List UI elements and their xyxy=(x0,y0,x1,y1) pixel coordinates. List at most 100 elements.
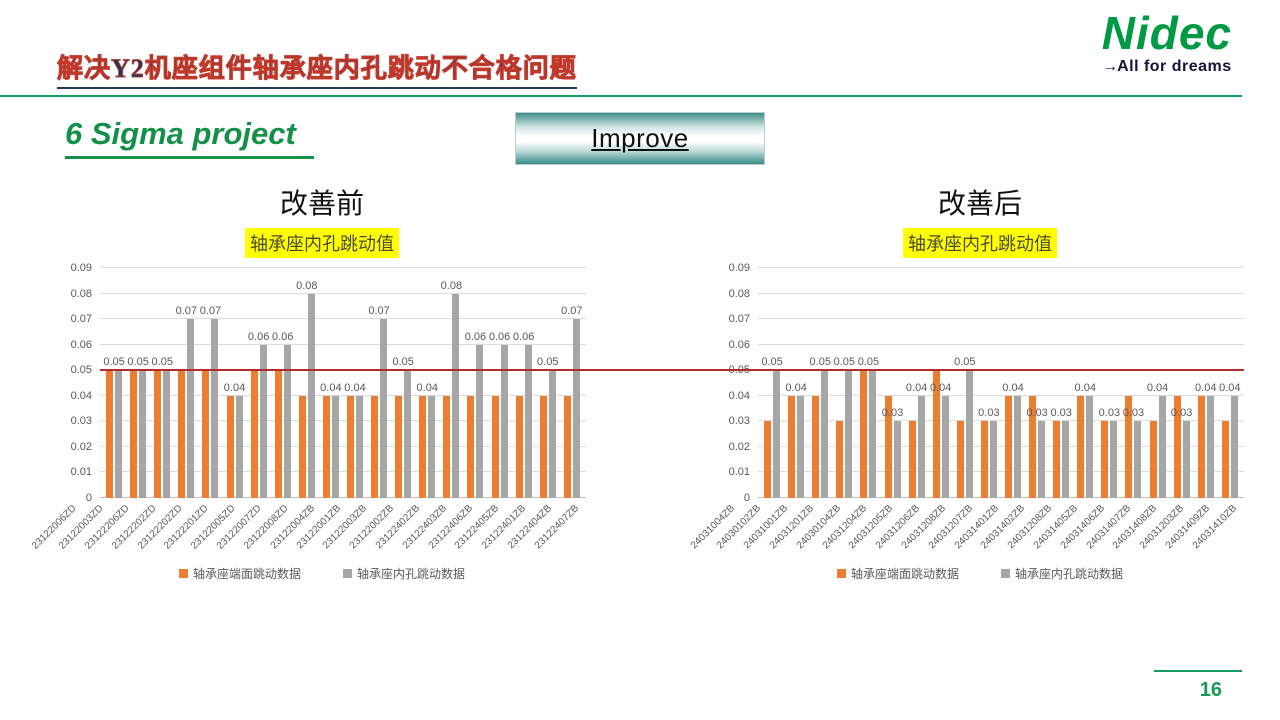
legend-swatch-orange xyxy=(178,569,188,578)
page-title: 解决Y2机座组件轴承座内孔跳动不合格问题 xyxy=(57,48,577,89)
bar-group: 0.05 xyxy=(391,268,415,498)
gridline xyxy=(758,343,1244,345)
bar-group: 0.08 xyxy=(439,268,463,498)
bar-bore-runout xyxy=(1182,421,1190,498)
bar-front-runout xyxy=(860,370,868,498)
bar-bore-runout xyxy=(572,319,580,498)
bar-bore-runout xyxy=(404,370,412,498)
gridline xyxy=(100,445,586,447)
bar-bore-runout xyxy=(500,344,508,498)
bar-front-runout xyxy=(908,421,916,498)
data-label: 0.03 xyxy=(1098,407,1121,420)
chart-heading-after: 改善后 xyxy=(937,188,1022,219)
bar-front-runout xyxy=(274,370,282,498)
bar-group: 0.04 xyxy=(1073,268,1097,498)
bar-group: 0.05 xyxy=(536,268,560,498)
data-label: 0.05 xyxy=(809,356,831,369)
legend-label: 轴承座端面跳动数据 xyxy=(192,567,301,581)
bar-bore-runout xyxy=(163,370,171,498)
bar-front-runout xyxy=(467,395,475,498)
bar-group: 0.03 xyxy=(977,268,1001,498)
data-label: 0.07 xyxy=(561,305,583,318)
bar-bore-runout xyxy=(1206,395,1214,498)
limit-line xyxy=(712,369,1244,372)
bar-front-runout xyxy=(202,370,210,498)
data-label: 0.05 xyxy=(833,356,856,369)
bar-front-runout xyxy=(371,395,379,498)
bar-bore-runout xyxy=(845,370,853,498)
data-label: 0.04 xyxy=(1074,381,1096,394)
gridline xyxy=(100,292,586,294)
bar-front-runout xyxy=(1101,421,1109,498)
gridline xyxy=(100,497,586,498)
legend-label: 轴承座端面跳动数据 xyxy=(850,567,959,581)
y-axis-tick: 0.06 xyxy=(70,338,92,351)
bar-bore-runout xyxy=(259,344,267,498)
bar-bore-runout xyxy=(1110,421,1118,498)
data-label: 0.07 xyxy=(368,305,390,318)
data-label: 0.05 xyxy=(151,356,173,369)
gridline xyxy=(758,292,1244,294)
bar-group: 0.03 xyxy=(880,268,904,498)
data-label: 0.04 xyxy=(344,381,366,394)
x-axis-labels: 23122006ZD 23122003ZD 23122206ZD 23122202ZD… xyxy=(30,501,586,563)
y-axis-tick: 0.02 xyxy=(728,440,750,453)
bar-group: 0.05 xyxy=(832,268,856,498)
bar-bore-runout xyxy=(821,370,829,498)
chart-after: 改善后 轴承座内孔跳动值 0.090.080.070.060.050.040.0… xyxy=(689,182,1244,582)
plot-area: 0.05 0.04 0.05 0.05 0.05 0.03 0.04 0.04 0.05 0.03… xyxy=(712,267,1244,498)
data-label: 0.06 xyxy=(488,330,511,343)
y-axis-tick: 0.01 xyxy=(70,466,92,479)
gridline xyxy=(100,420,586,422)
gridline xyxy=(758,420,1244,422)
bar-group: 0.06 xyxy=(271,268,295,498)
bar-front-runout xyxy=(443,395,451,498)
x-cell: 24031410ZB xyxy=(1190,501,1244,563)
bar-group: 0.03 xyxy=(1097,268,1121,498)
bar-front-runout xyxy=(836,421,844,498)
bar-bore-runout xyxy=(428,395,436,498)
bar-group: 0.05 xyxy=(150,268,174,498)
bar-bore-runout xyxy=(355,395,363,498)
bar-group: 0.06 xyxy=(247,268,271,498)
bar-front-runout xyxy=(812,395,820,498)
y-axis-tick: 0.05 xyxy=(70,364,92,377)
bar-bore-runout xyxy=(773,370,781,498)
chart-heading-before: 改善前 xyxy=(279,188,364,219)
chart-title-wrap: 轴承座内孔跳动值 xyxy=(58,228,586,258)
bar-bore-runout xyxy=(1013,395,1021,498)
bar-front-runout xyxy=(395,395,403,498)
data-label: 0.05 xyxy=(392,356,414,369)
y-axis-tick: 0.09 xyxy=(70,262,92,274)
data-label: 0.05 xyxy=(761,356,783,369)
bar-bore-runout xyxy=(1134,421,1142,498)
bar-bore-runout xyxy=(115,370,123,498)
bar-bore-runout xyxy=(187,319,195,498)
data-label: 0.05 xyxy=(103,356,125,369)
data-label: 0.03 xyxy=(1122,407,1145,420)
bar-front-runout xyxy=(346,395,354,498)
bar-front-runout xyxy=(1029,395,1037,498)
bar-front-runout xyxy=(226,395,234,498)
bar-group: 0.04 xyxy=(905,268,929,498)
logo-tagline: →All for dreams xyxy=(1102,58,1232,76)
header-divider xyxy=(0,95,1242,97)
y-axis-tick: 0.04 xyxy=(70,389,92,402)
bar-group: 0.07 xyxy=(560,268,584,498)
subtitle-six-sigma: 6 Sigma project xyxy=(65,116,314,159)
bar-bore-runout xyxy=(548,370,556,498)
y-axis-tick: 0.02 xyxy=(70,440,92,453)
plot-area: 0.05 0.05 0.05 0.07 0.07 0.04 0.06 0.06 0.08 0.04… xyxy=(100,267,716,498)
y-axis-tick: 0.01 xyxy=(728,466,750,479)
gridline xyxy=(758,394,1244,396)
bar-group: 0.07 xyxy=(367,268,391,498)
gridline xyxy=(100,267,586,268)
data-label: 0.04 xyxy=(1219,381,1241,394)
y-axis-tick: 0.07 xyxy=(728,313,750,326)
bar-front-runout xyxy=(130,370,138,498)
bar-group: 0.03 xyxy=(1049,268,1073,498)
legend-swatch-gray xyxy=(343,569,352,578)
data-label: 0.04 xyxy=(905,381,928,394)
bar-group: 0.05 xyxy=(760,268,784,498)
data-label: 0.05 xyxy=(857,356,880,369)
